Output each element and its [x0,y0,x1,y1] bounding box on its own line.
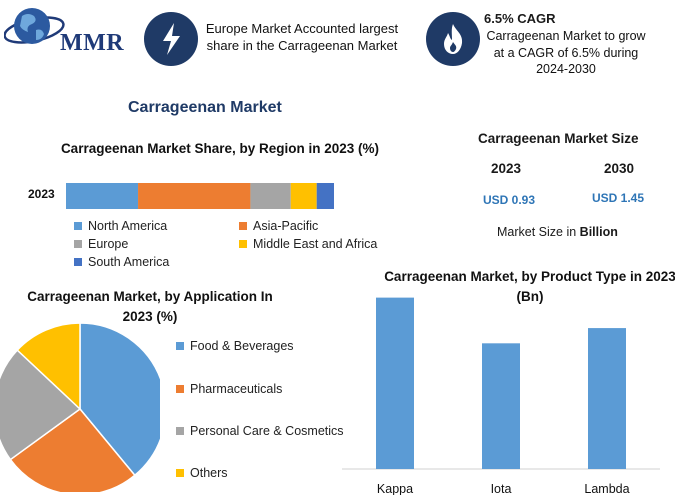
lightning-icon [163,23,180,55]
product-bar-kappa [376,297,414,469]
highlight-2-icon-circle [426,12,480,66]
region-chart-title: Carrageenan Market Share, by Region in 2… [60,141,380,156]
highlight-2-text: Carrageenan Market to grow at a CAGR of … [486,29,646,76]
market-size-note-prefix: Market Size in [497,225,580,239]
legend-swatch [176,469,184,477]
product-bar-chart: Kappa Iota Lambda [342,297,660,495]
flame-icon [444,24,463,54]
market-size-year-2023: 2023 [491,161,522,176]
market-size-value-2023: USD 0.93 [483,193,536,207]
legend-label: Middle East and Africa [253,237,378,251]
region-bar-segment-0 [66,183,139,209]
pie-slice-0 [79,322,160,477]
application-legend-food-beverages: Food & Beverages [176,339,294,353]
legend-label: Pharmaceuticals [190,382,283,396]
legend-swatch [74,222,82,230]
legend-label: Europe [88,237,129,251]
highlight-2-title: 6.5% CAGR [484,11,556,26]
highlight-1-icon-circle [144,12,198,66]
logo-text: MMR [60,30,125,56]
product-bar-lambda [588,328,626,469]
market-size-value-2030: USD 1.45 [592,191,645,205]
region-bar-segment-1 [138,183,251,209]
region-stacked-bar [66,183,334,209]
product-tick-label: Kappa [377,482,413,495]
legend-label: Others [190,466,228,480]
logo: MMR [4,4,129,56]
legend-swatch [176,342,184,350]
product-tick-label: Lambda [584,482,629,495]
region-legend-south-america: South America [74,255,169,269]
legend-swatch [239,240,247,248]
legend-label: Asia-Pacific [253,219,319,233]
legend-label: North America [88,219,168,233]
market-size-title: Carrageenan Market Size [478,131,639,146]
legend-label: Food & Beverages [190,339,294,353]
application-chart-title: Carrageenan Market, by Application In 20… [27,289,273,324]
region-legend-middle-east-africa: Middle East and Africa [239,237,377,251]
region-legend-europe: Europe [74,237,128,251]
legend-label: South America [88,255,170,269]
region-bar-segment-4 [316,183,334,209]
application-legend-others: Others [176,466,228,480]
pie-slice-2 [0,349,82,461]
product-tick-label: Iota [491,482,512,495]
pie-slice-1 [9,407,136,492]
region-bar-segment-2 [250,183,291,209]
market-size-note-unit: Billion [579,225,618,239]
product-chart-title: Carrageenan Market, by Product Type in 2… [384,269,675,304]
legend-swatch [74,258,82,266]
legend-swatch [176,427,184,435]
application-legend-personal-care: Personal Care & Cosmetics [176,424,344,438]
legend-label: Personal Care & Cosmetics [190,424,344,438]
region-bar-category-label: 2023 [28,187,55,201]
application-pie-chart [0,322,160,492]
region-legend-asia-pacific: Asia-Pacific [239,219,318,233]
globe-icon [4,8,65,44]
region-bar-segment-3 [290,183,317,209]
product-bar-iota [482,343,520,469]
highlight-1-text: Europe Market Accounted largest share in… [205,21,399,53]
pie-slice-3 [16,322,81,411]
region-legend-north-america: North America [74,219,167,233]
legend-swatch [239,222,247,230]
application-legend-pharmaceuticals: Pharmaceuticals [176,382,282,396]
legend-swatch [176,385,184,393]
market-size-note: Market Size in Billion [497,225,618,239]
market-size-year-2030: 2030 [604,161,635,176]
legend-swatch [74,240,82,248]
main-title: Carrageenan Market [128,99,282,116]
